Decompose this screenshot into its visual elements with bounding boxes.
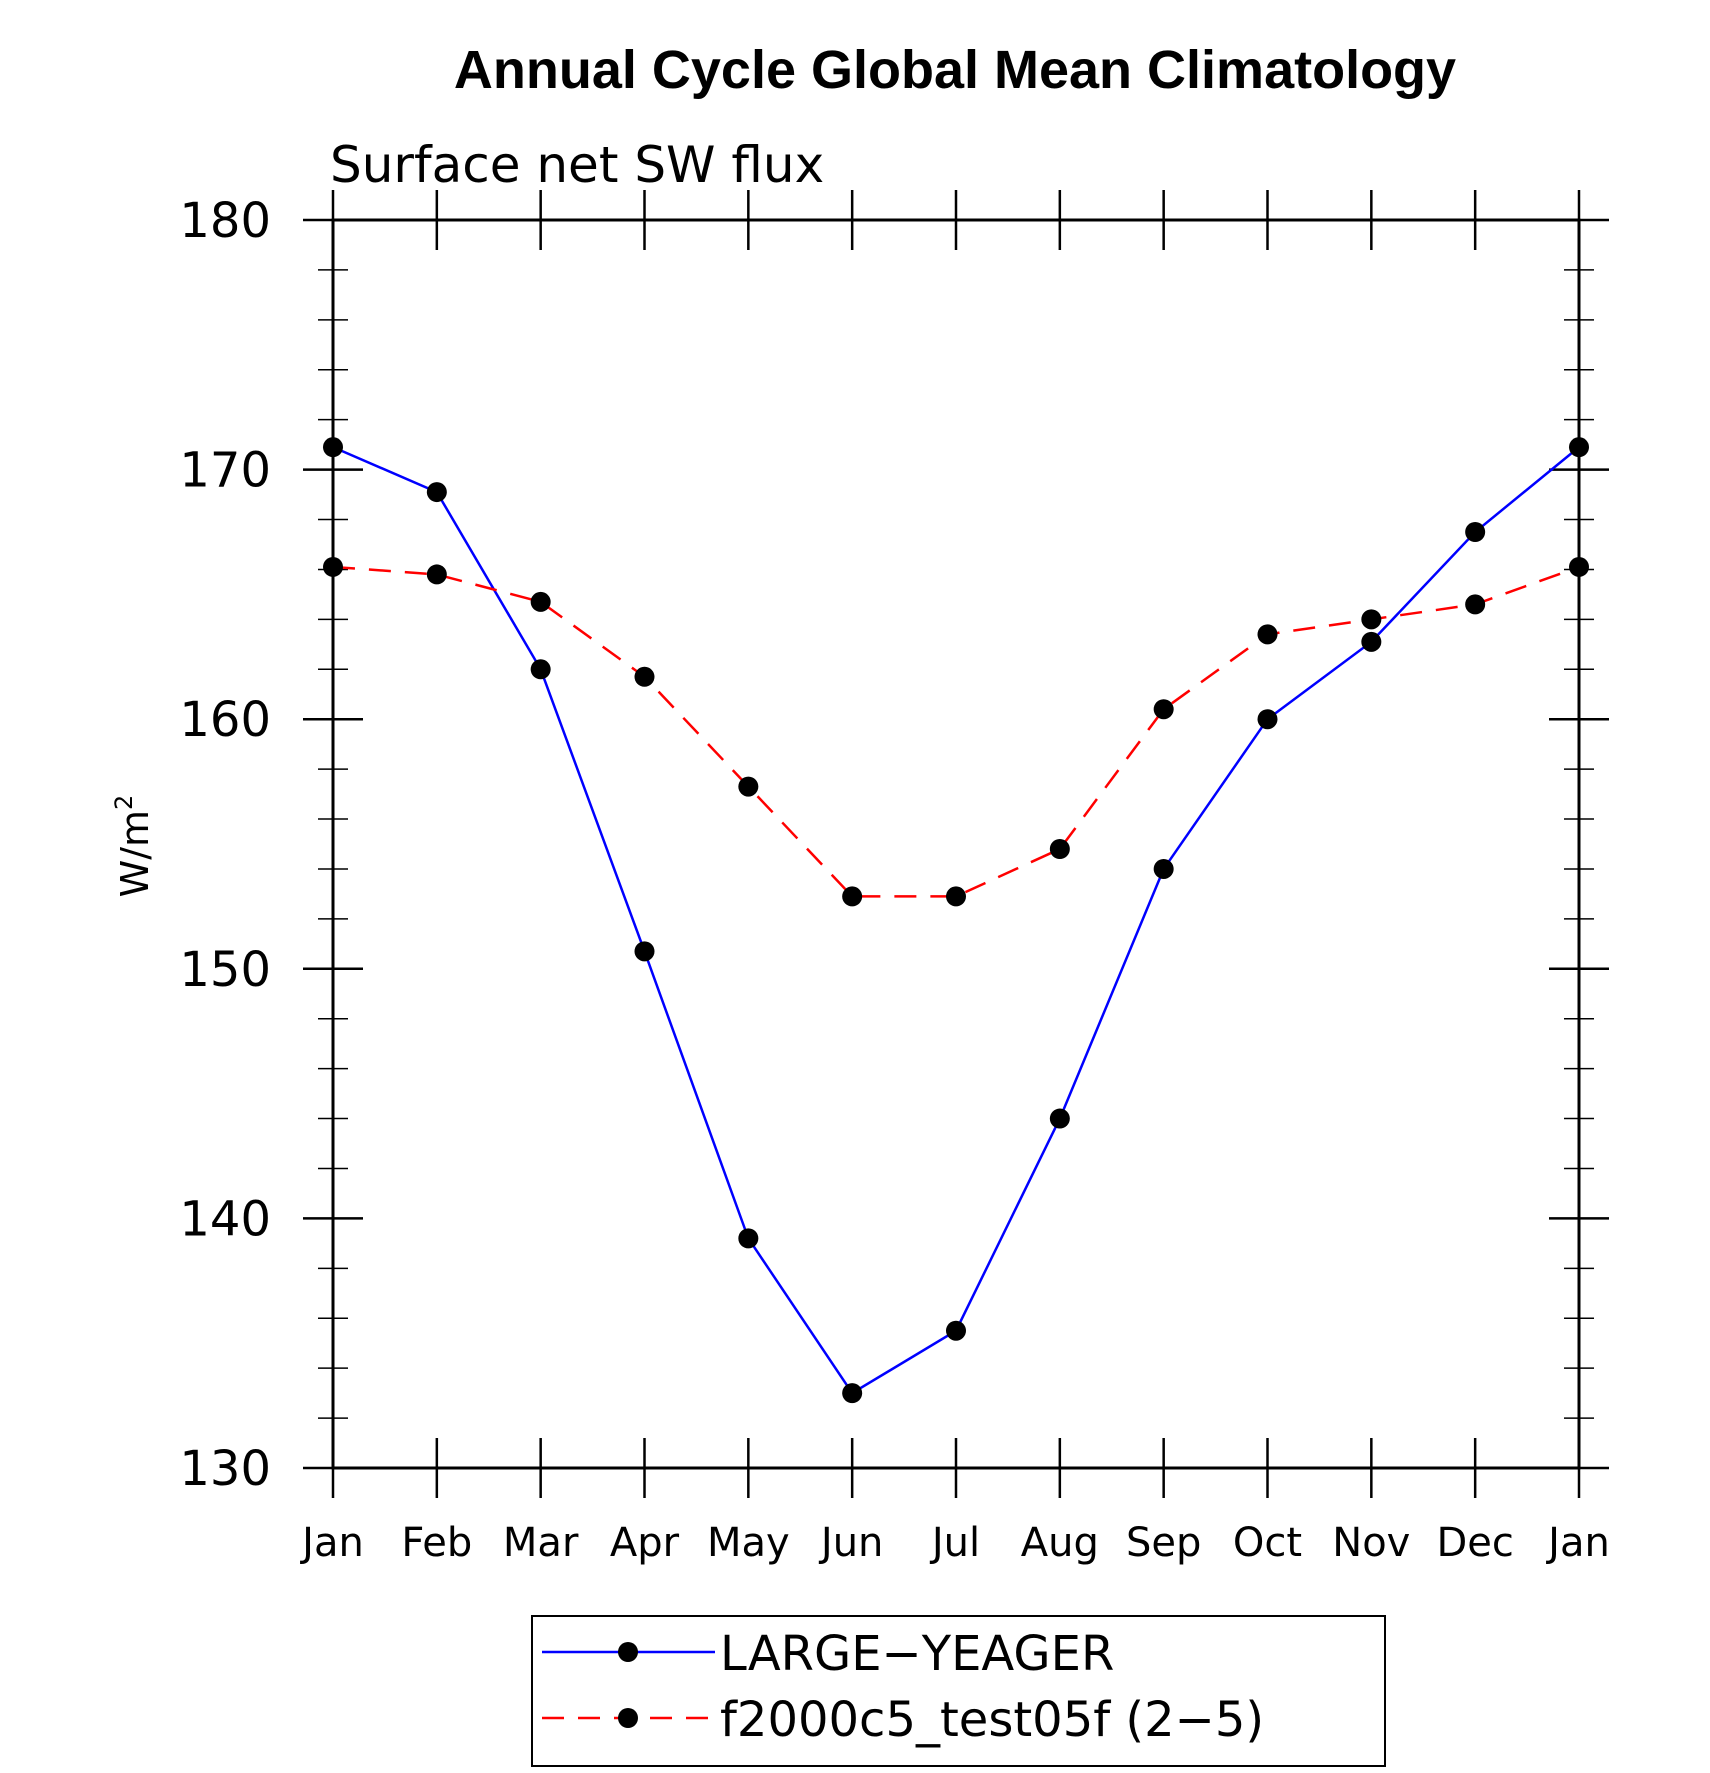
y-tick-label: 130: [179, 1441, 271, 1497]
legend-label-2: f2000c5_test05f (2−5): [720, 1692, 1264, 1748]
legend-marker-1: [618, 1642, 638, 1662]
data-point-series-2: [530, 591, 551, 612]
data-point-series-2: [738, 776, 759, 797]
series-layer: [323, 437, 1589, 1404]
axis-ticks: [303, 190, 1609, 1498]
plot-frame: [331, 218, 1581, 1470]
legend-label-1: LARGE−YEAGER: [720, 1626, 1114, 1682]
data-point-series-1: [738, 1228, 759, 1249]
data-point-series-2: [426, 564, 447, 585]
x-tick-label: Mar: [503, 1520, 579, 1566]
data-point-series-2: [1465, 594, 1486, 615]
y-axis-label: W/m2: [110, 795, 157, 898]
x-tick-label: Dec: [1436, 1520, 1513, 1566]
data-point-series-1: [842, 1383, 863, 1404]
data-point-series-1: [1049, 1108, 1070, 1129]
svg-text:W/m2: W/m2: [110, 795, 157, 898]
x-tick-label: Nov: [1332, 1520, 1410, 1566]
x-tick-label: May: [707, 1520, 790, 1566]
data-point-series-1: [1361, 631, 1382, 652]
data-point-series-1: [323, 437, 343, 458]
y-axis-label-text: W/m: [113, 810, 157, 897]
y-tick-label: 150: [179, 942, 271, 998]
data-point-series-2: [1153, 699, 1174, 720]
series-line-1: [332, 445, 1580, 1395]
data-point-series-1: [1153, 858, 1174, 879]
legend-box: [531, 1615, 1386, 1767]
legend-marker-2: [618, 1708, 638, 1728]
y-tick-label: 180: [179, 193, 271, 249]
data-point-series-2: [1049, 838, 1070, 859]
tick-labels: Jan Feb Mar Apr May Jun Jul Aug Sep Oct Nov Dec Jan 1…: [179, 193, 1609, 1566]
data-point-series-1: [634, 941, 655, 962]
legend-items: LARGE−YEAGER f2000c5_test05f (2−5): [542, 1626, 1264, 1748]
y-axis-label-superscript: 2: [110, 795, 138, 810]
chart-subtitle: Surface net SW flux: [330, 136, 824, 194]
data-point-series-2: [323, 556, 343, 577]
data-point-series-1: [1257, 709, 1278, 730]
x-tick-label: Sep: [1126, 1520, 1201, 1566]
series-line-2: [332, 565, 1580, 898]
data-point-series-1: [946, 1320, 966, 1341]
data-point-series-1: [1569, 437, 1589, 458]
data-point-series-1: [530, 659, 551, 680]
x-tick-label: Jun: [818, 1520, 884, 1566]
data-point-series-1: [426, 482, 447, 503]
y-tick-label: 170: [179, 443, 271, 499]
x-tick-label: Jul: [929, 1520, 980, 1566]
x-tick-label: Feb: [401, 1520, 472, 1566]
x-tick-label: Jan: [1545, 1520, 1610, 1566]
x-tick-label: Oct: [1233, 1520, 1302, 1566]
x-tick-label: Aug: [1021, 1520, 1099, 1566]
chart-title: Annual Cycle Global Mean Climatology: [454, 40, 1456, 100]
data-point-series-2: [1569, 556, 1589, 577]
y-tick-label: 160: [179, 692, 271, 748]
data-point-series-1: [1465, 522, 1486, 542]
data-point-series-2: [634, 666, 655, 687]
legend: LARGE−YEAGER f2000c5_test05f (2−5): [531, 1615, 1386, 1767]
data-point-series-2: [842, 886, 863, 907]
x-tick-label: Apr: [610, 1520, 680, 1566]
x-tick-label: Jan: [299, 1520, 364, 1566]
data-point-series-2: [1361, 609, 1382, 630]
y-tick-label: 140: [179, 1191, 271, 1247]
data-point-series-2: [946, 886, 966, 907]
data-point-series-2: [1257, 624, 1278, 645]
